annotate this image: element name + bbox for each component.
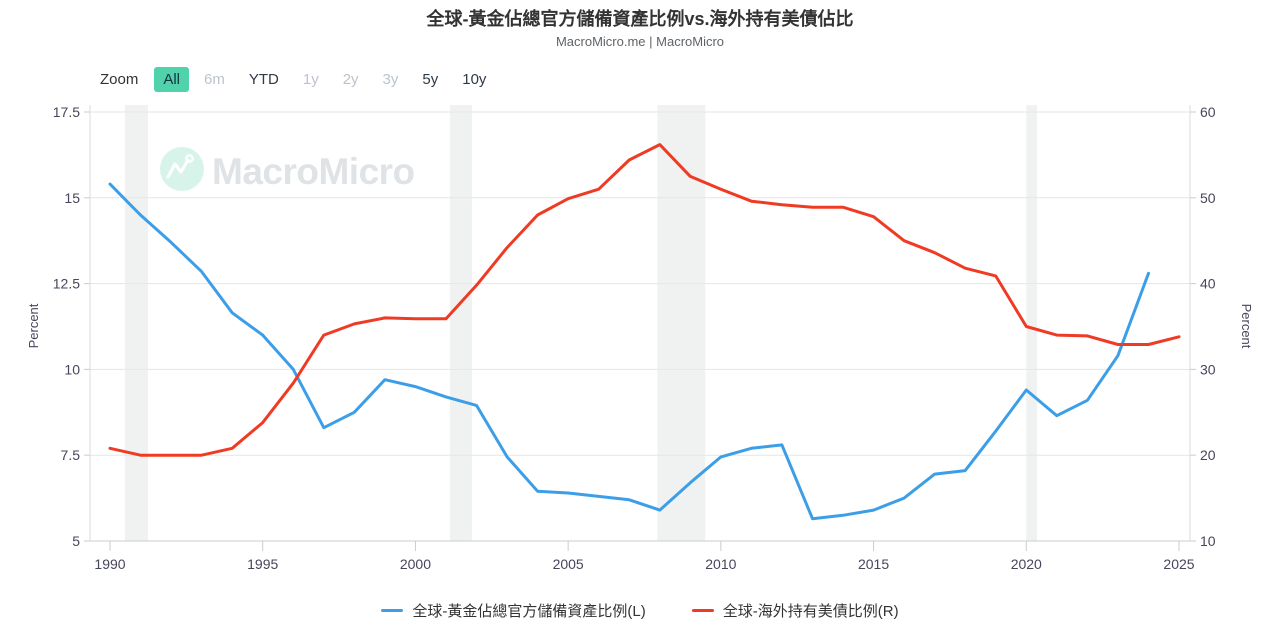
y-axis-label-right: 30 <box>1200 361 1216 377</box>
x-axis-label: 2005 <box>553 556 584 572</box>
y-axis-label-right: 20 <box>1200 447 1216 463</box>
zoom-label: Zoom <box>100 71 139 88</box>
legend-item-treasury[interactable]: 全球-海外持有美債比例(R) <box>691 600 899 621</box>
toolbar: Zoom All 6m YTD 1y 2y 3y 5y 10y <box>100 67 495 92</box>
page-title: 全球-黃金佔總官方儲備資產比例vs.海外持有美債佔比 <box>426 9 854 29</box>
right-axis-title: Percent <box>1239 304 1254 349</box>
y-axis-label-left: 7.5 <box>61 447 81 463</box>
recession-band <box>1026 105 1037 541</box>
x-axis-label: 2010 <box>705 556 736 572</box>
logo-zigzag <box>166 158 190 179</box>
logo-ring <box>185 154 194 163</box>
series-line-gold[interactable] <box>108 182 1150 521</box>
range-button-6m[interactable]: 6m <box>204 71 225 88</box>
recession-band <box>124 105 148 541</box>
watermark-text: MacroMicro <box>212 151 415 192</box>
legend-label-gold: 全球-黃金佔總官方儲備資產比例(L) <box>412 603 646 620</box>
x-axis-label: 2025 <box>1163 556 1194 572</box>
left-axis-title: Percent <box>26 303 41 348</box>
legend-swatch-gold <box>381 609 404 612</box>
y-axis-label-left: 5 <box>72 533 80 549</box>
y-axis-label-right: 50 <box>1200 190 1216 206</box>
recession-band <box>657 105 706 541</box>
range-button-all[interactable]: All <box>154 67 190 92</box>
y-axis-label-right: 60 <box>1200 104 1216 120</box>
legend-item-gold[interactable]: 全球-黃金佔總官方儲備資產比例(L) <box>381 600 646 621</box>
x-axis-label: 2020 <box>1011 556 1042 572</box>
legend-label-treasury: 全球-海外持有美債比例(R) <box>722 603 899 620</box>
y-axis-label-left: 15 <box>64 190 80 206</box>
y-axis-label-left: 17.5 <box>53 104 80 120</box>
y-axis-label-right: 10 <box>1200 533 1216 549</box>
x-axis-label: 2000 <box>400 556 431 572</box>
y-axis-label-left: 12.5 <box>53 276 80 292</box>
chart-legend: 全球-黃金佔總官方儲備資產比例(L) 全球-海外持有美債比例(R) <box>0 600 1280 621</box>
range-button-ytd[interactable]: YTD <box>248 71 279 88</box>
x-axis-label: 1995 <box>247 556 278 572</box>
x-axis-label: 2015 <box>858 556 889 572</box>
y-axis-label-left: 10 <box>64 361 80 377</box>
range-button-10y[interactable]: 10y <box>462 71 487 88</box>
range-button-2y[interactable]: 2y <box>342 71 359 88</box>
y-axis-label-right: 40 <box>1200 276 1216 292</box>
range-buttons: All 6m YTD 1y 2y 3y 5y 10y <box>154 67 495 92</box>
range-button-1y[interactable]: 1y <box>302 71 319 88</box>
legend-swatch-treasury <box>691 609 714 612</box>
series-line-treasury[interactable] <box>108 143 1181 457</box>
range-button-3y[interactable]: 3y <box>382 71 399 88</box>
range-button-5y[interactable]: 5y <box>422 71 439 88</box>
recession-band <box>449 105 472 541</box>
page-subtitle: MacroMicro.me | MacroMicro <box>555 34 725 49</box>
x-axis-label: 1990 <box>94 556 125 572</box>
